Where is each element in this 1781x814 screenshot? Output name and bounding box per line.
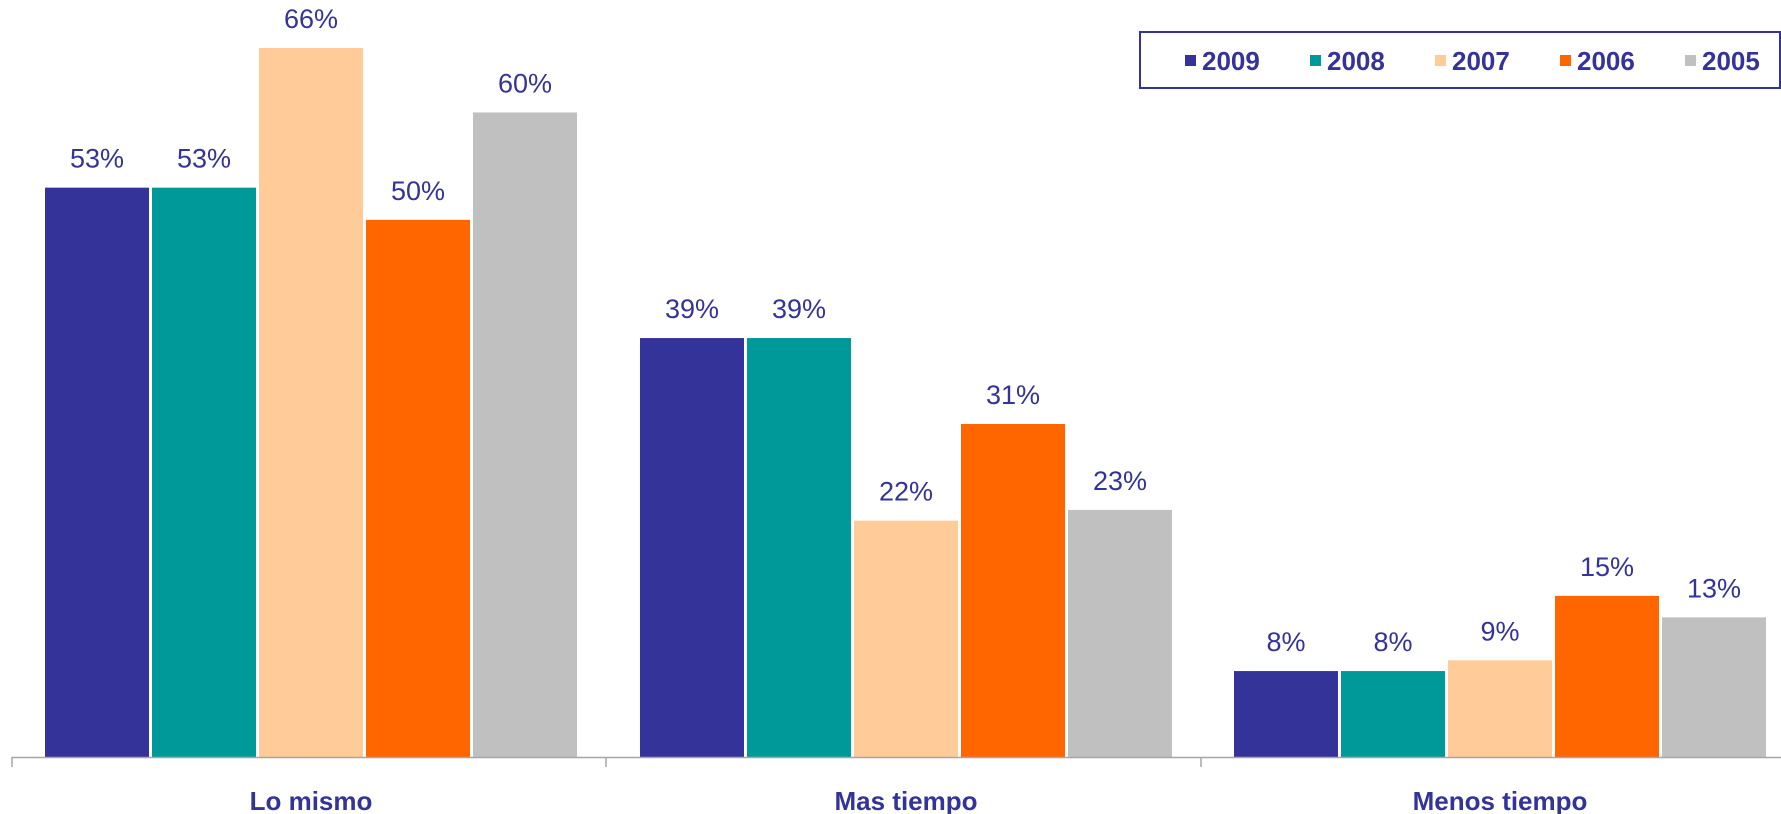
x-axis [11,756,1781,767]
legend-label-2007: 2007 [1452,46,1510,76]
legend-swatch-2008 [1310,55,1321,66]
bar-menos-tiempo-2005 [1662,617,1766,757]
bar-lo-mismo-2008 [152,187,256,758]
bar-menos-tiempo-2008 [1341,671,1445,757]
bar-mas-tiempo-2006 [961,423,1065,757]
legend: 2009 2008 2007 2006 2005 [1139,31,1781,89]
bar-menos-tiempo-2007 [1448,660,1552,757]
bar-mas-tiempo-2009 [640,338,744,757]
category-label-mas-tiempo: Mas tiempo [834,786,977,814]
data-label-mas-tiempo-2007: 22% [879,477,933,507]
bar-menos-tiempo-2009 [1234,671,1338,757]
data-label-menos-tiempo-2006: 15% [1580,552,1634,582]
category-label-lo-mismo: Lo mismo [250,786,373,814]
legend-swatch-2006 [1560,55,1571,66]
bar-lo-mismo-2006 [366,219,470,757]
legend-swatch-2009 [1185,55,1196,66]
data-label-lo-mismo-2007: 66% [284,4,338,34]
data-label-menos-tiempo-2009: 8% [1266,627,1305,657]
category-label-menos-tiempo: Menos tiempo [1413,786,1588,814]
data-label-mas-tiempo-2008: 39% [772,294,826,324]
bar-lo-mismo-2005 [473,112,577,758]
legend-label-2005: 2005 [1702,46,1760,76]
legend-label-2008: 2008 [1327,46,1385,76]
legend-swatch-2007 [1435,55,1446,66]
legend-box [1139,31,1781,89]
bar-lo-mismo-2007 [259,48,363,757]
data-label-mas-tiempo-2006: 31% [986,380,1040,410]
bar-mas-tiempo-2005 [1068,509,1172,757]
data-label-lo-mismo-2008: 53% [177,144,231,174]
data-label-menos-tiempo-2008: 8% [1373,627,1412,657]
legend-label-2009: 2009 [1202,46,1260,76]
bar-menos-tiempo-2006 [1555,595,1659,757]
data-label-mas-tiempo-2005: 23% [1093,466,1147,496]
legend-label-2006: 2006 [1577,46,1635,76]
data-label-menos-tiempo-2005: 13% [1687,573,1741,603]
data-label-lo-mismo-2006: 50% [391,176,445,206]
bar-lo-mismo-2009 [45,187,149,758]
bars-layer [45,48,1766,758]
data-label-lo-mismo-2005: 60% [498,68,552,98]
bar-mas-tiempo-2008 [747,338,851,757]
category-labels-layer: Lo mismo Mas tiempo Menos tiempo [250,786,1588,814]
legend-swatch-2005 [1685,55,1696,66]
data-label-mas-tiempo-2009: 39% [665,294,719,324]
data-label-lo-mismo-2009: 53% [70,144,124,174]
data-label-menos-tiempo-2007: 9% [1480,616,1519,646]
bar-mas-tiempo-2007 [854,520,958,757]
data-labels-layer: 53% 53% 66% 50% 60% 39% 39% 22% 31% 23% 8% 8% 9% 15% 1… [70,4,1741,657]
